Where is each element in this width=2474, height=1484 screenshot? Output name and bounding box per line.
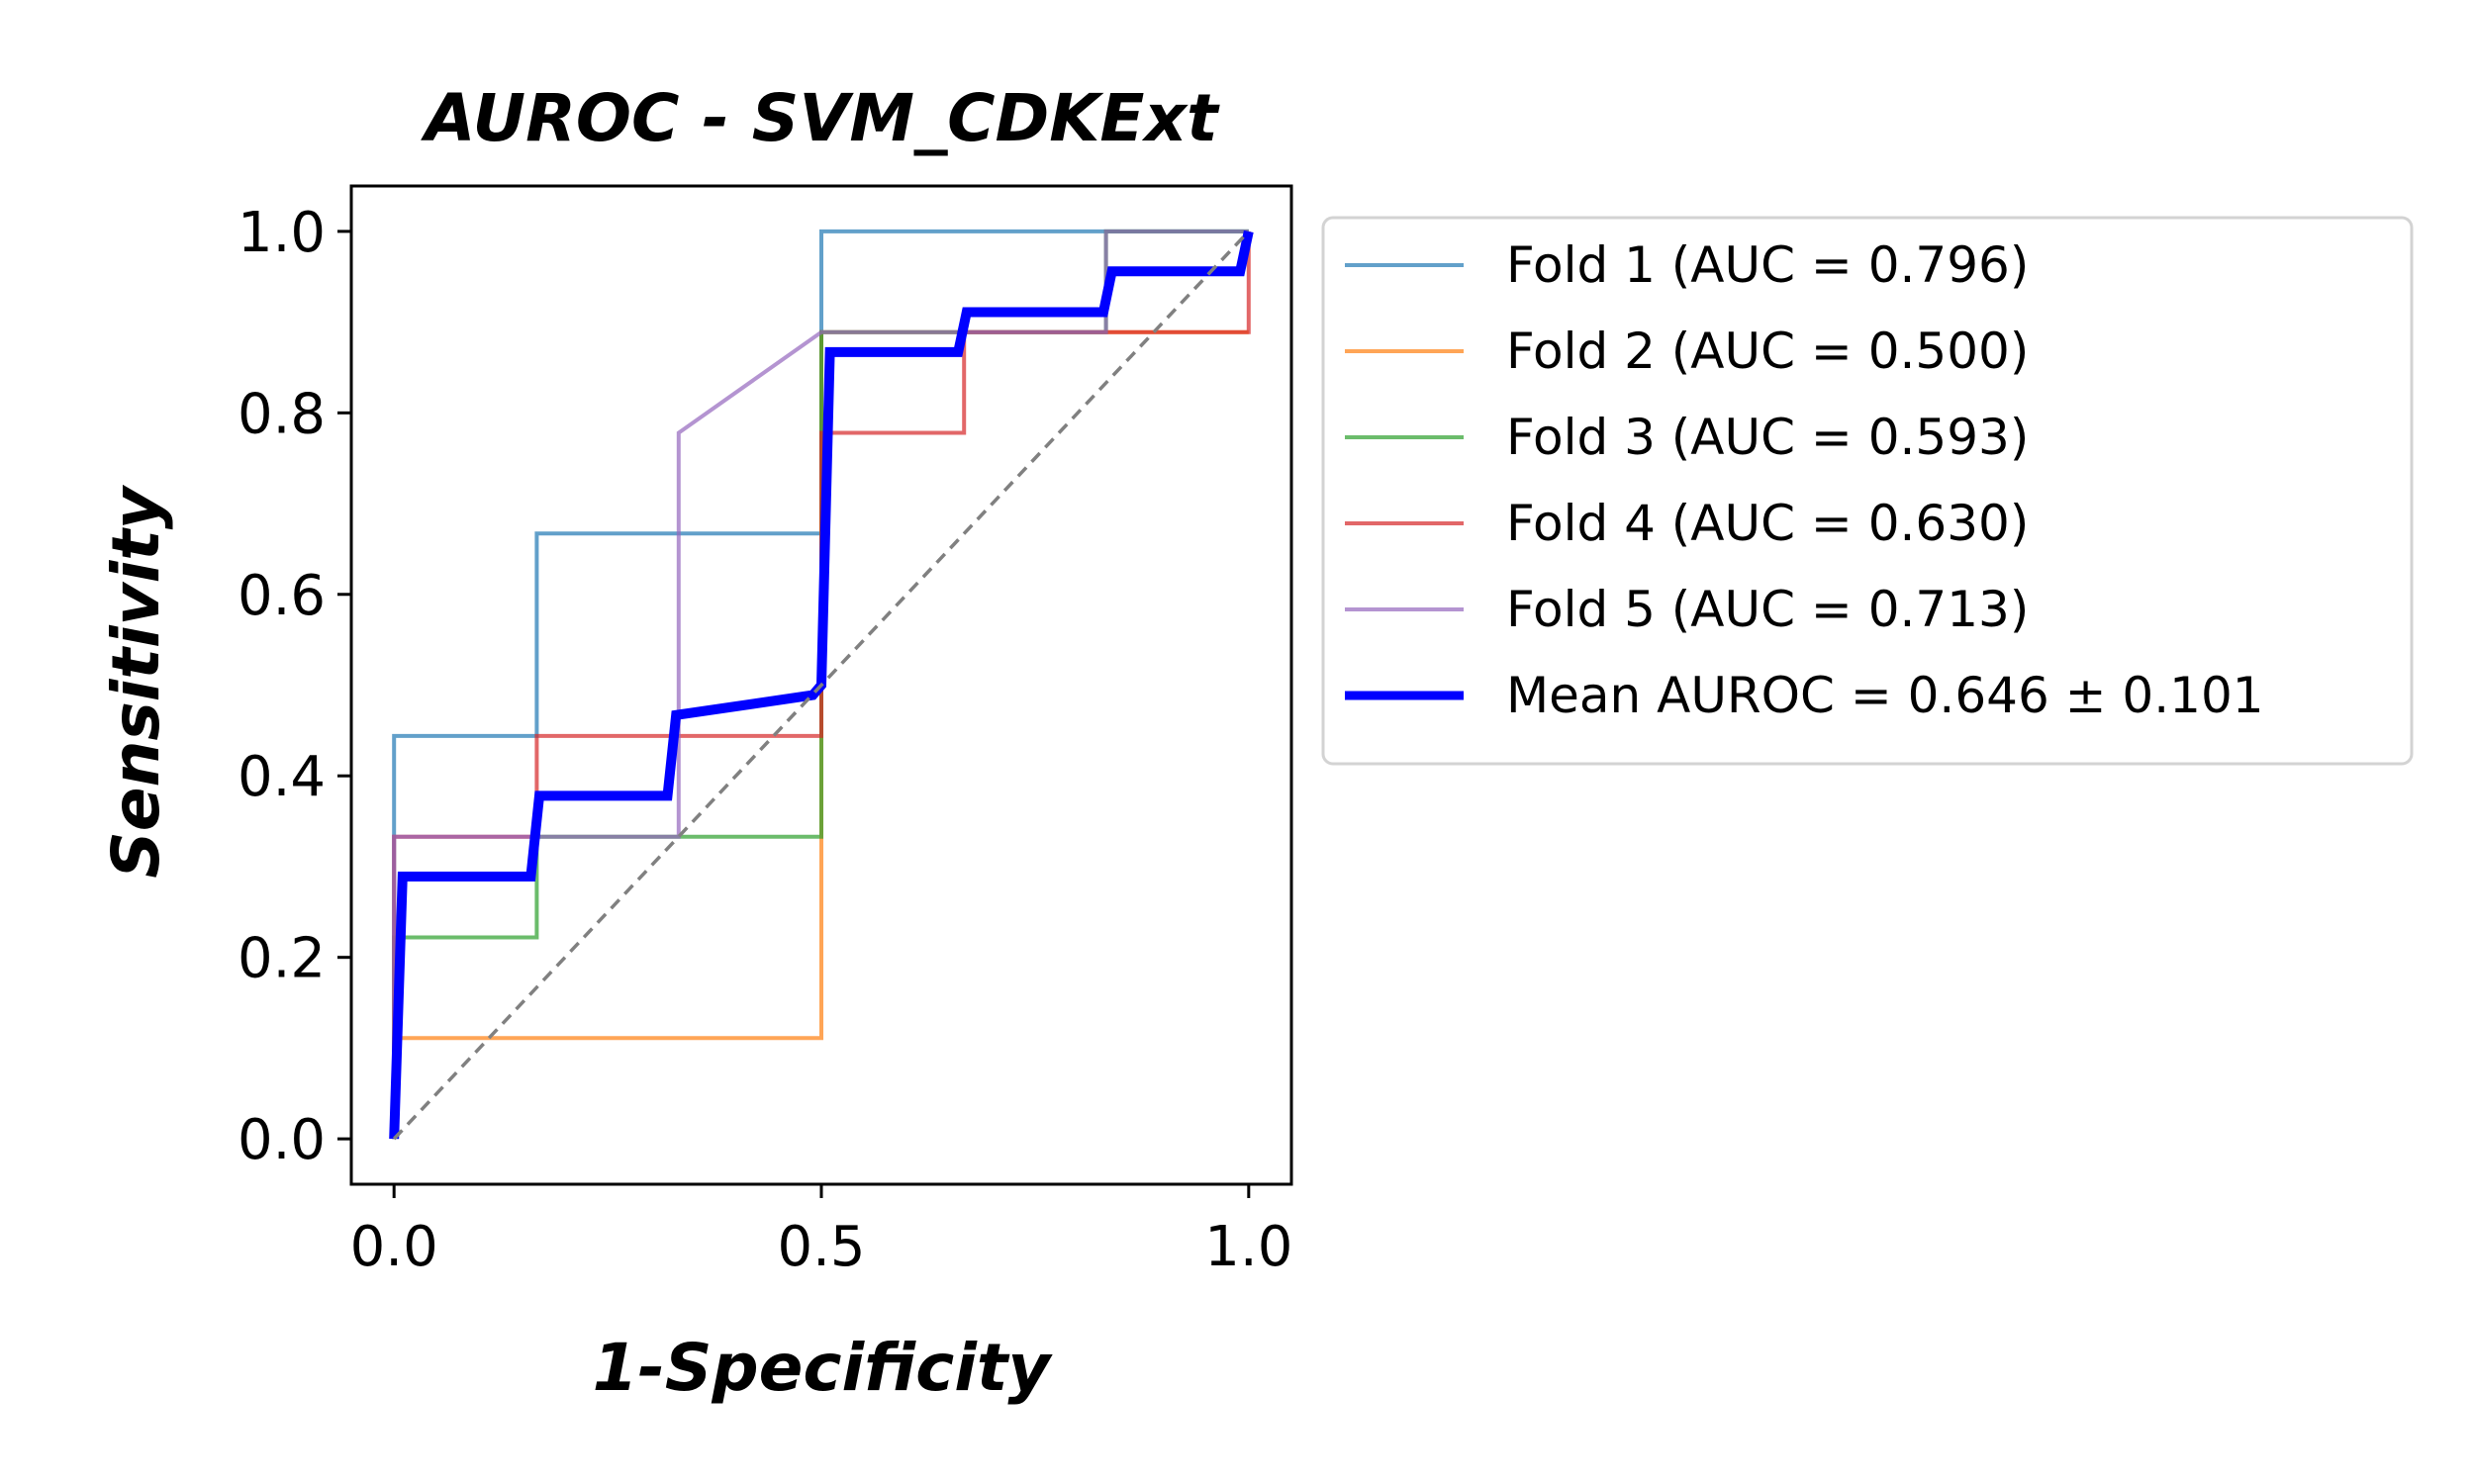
x-tick-label-0: 0.0	[350, 1215, 438, 1279]
y-tick-label-0: 0.0	[238, 1108, 326, 1172]
y-tick-label-1: 0.2	[238, 927, 326, 991]
x-tick-label-1: 0.5	[777, 1215, 865, 1279]
y-tick-label-5: 1.0	[238, 201, 326, 265]
legend-entry-3: Fold 3 (AUC = 0.593)	[1506, 409, 2029, 466]
y-tick-label-3: 0.6	[238, 564, 326, 628]
legend-entry-2: Fold 2 (AUC = 0.500)	[1506, 323, 2029, 380]
chance-diagonal-line	[392, 230, 1251, 1141]
x-axis-label: 1-Specificity	[593, 1330, 1054, 1406]
y-tick-label-4: 0.8	[238, 382, 326, 446]
y-tick-label-2: 0.4	[238, 745, 326, 809]
chart-title: AUROC - SVM_CDKExt	[420, 80, 1220, 156]
legend-entry-1: Fold 1 (AUC = 0.796)	[1506, 236, 2029, 294]
legend-box	[1321, 216, 2414, 766]
x-tick-label-2: 1.0	[1204, 1215, 1292, 1279]
legend: Fold 1 (AUC = 0.796) Fold 2 (AUC = 0.500)…	[1321, 216, 2414, 766]
legend-entry-4: Fold 4 (AUC = 0.630)	[1506, 495, 2029, 552]
plot-area: 0.0 0.5 1.0 0.0 0.2 0.4 0.6 0.8 1.0	[238, 184, 1293, 1279]
legend-entry-6: Mean AUROC = 0.646 ± 0.101	[1506, 667, 2264, 724]
fold-5-roc-line	[392, 229, 1249, 1140]
legend-entry-5: Fold 5 (AUC = 0.713)	[1506, 581, 2029, 638]
y-axis-label: Sensitivity	[98, 484, 174, 879]
fold-1-roc-line	[392, 229, 1249, 1140]
